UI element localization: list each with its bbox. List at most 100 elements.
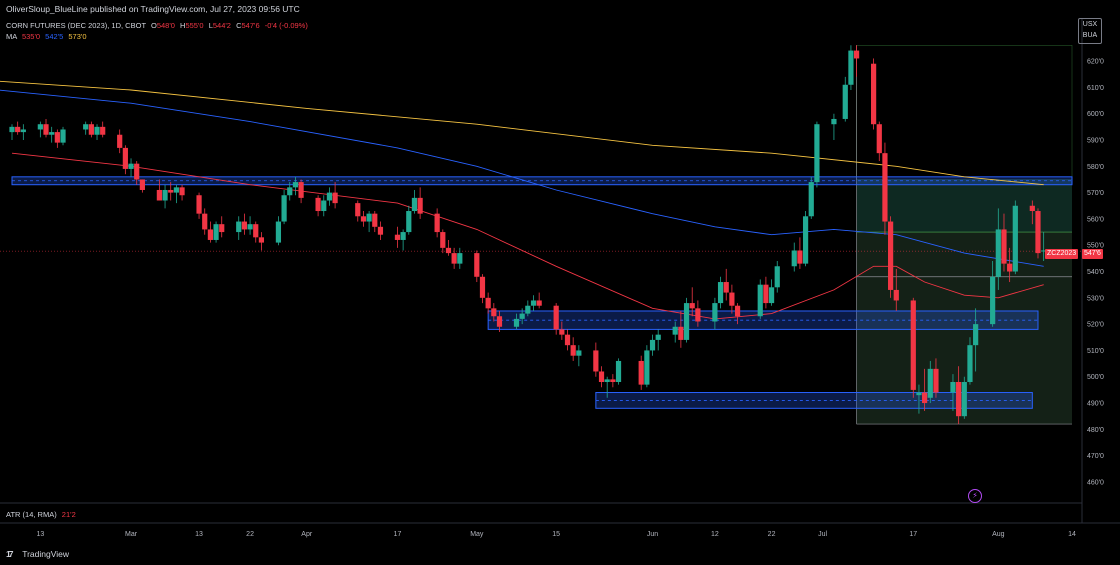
atr-legend[interactable]: ATR (14, RMA) 21'2 xyxy=(6,510,76,519)
candle-down xyxy=(43,124,49,135)
candle-down xyxy=(474,253,480,277)
candle-down xyxy=(134,163,140,180)
candle-down xyxy=(723,282,729,293)
lightning-icon[interactable]: ⚡ xyxy=(968,489,982,503)
candle-down xyxy=(536,300,542,306)
price-axis-label: 460'0 xyxy=(1087,479,1104,486)
candle-down xyxy=(610,379,616,382)
open-value: 548'0 xyxy=(156,21,175,30)
price-axis-label: 520'0 xyxy=(1087,322,1104,329)
candle-down xyxy=(593,350,599,372)
candle-up xyxy=(173,187,179,193)
tradingview-logo[interactable]: 17 TradingView xyxy=(6,549,69,559)
candle-down xyxy=(377,226,384,235)
change-value: -0'4 (-0.09%) xyxy=(264,21,308,30)
candle-down xyxy=(485,297,491,309)
price-axis-label: 560'0 xyxy=(1087,216,1104,223)
candle-down xyxy=(445,247,452,254)
candle-down xyxy=(451,253,457,264)
candle-down xyxy=(479,276,486,298)
candle-down xyxy=(394,234,401,240)
ma-legend[interactable]: MA 535'0 542'5 573'0 xyxy=(6,32,87,41)
candle-down xyxy=(1007,263,1013,272)
time-axis-label: Aug xyxy=(992,531,1005,538)
candle-down xyxy=(417,197,423,214)
candle-down xyxy=(372,213,378,227)
candle-up xyxy=(275,221,282,243)
ma-label: MA xyxy=(6,32,17,41)
candle-down xyxy=(922,392,928,404)
candle-up xyxy=(281,195,287,222)
currency-unit-button[interactable]: USX BUA xyxy=(1078,18,1102,44)
price-axis-label: 500'0 xyxy=(1087,374,1104,381)
candle-up xyxy=(60,129,66,143)
candle-down xyxy=(100,126,106,135)
candle-up xyxy=(400,232,406,240)
ma-value-red: 535'0 xyxy=(21,32,41,41)
candle-down xyxy=(882,153,888,222)
candle-down xyxy=(196,195,202,214)
price-axis-label: 530'0 xyxy=(1087,295,1104,302)
symbol-ohlc-legend: CORN FUTURES (DEC 2023), 1D, CBOT O548'0… xyxy=(6,21,308,30)
candle-down xyxy=(355,203,361,217)
candle-down xyxy=(559,329,565,335)
candle-down xyxy=(1035,211,1041,254)
candle-down xyxy=(360,216,367,222)
time-axis-label: 15 xyxy=(552,531,560,538)
candle-up xyxy=(411,197,418,212)
candle-down xyxy=(553,305,559,330)
candle-up xyxy=(94,126,100,135)
candle-up xyxy=(774,266,780,288)
time-axis-label: 13 xyxy=(195,531,203,538)
price-axis-label: 570'0 xyxy=(1087,190,1104,197)
candle-up xyxy=(287,187,293,196)
low-value: 544'2 xyxy=(212,21,231,30)
candle-up xyxy=(683,303,690,340)
candle-up xyxy=(1041,250,1047,252)
candle-up xyxy=(292,182,299,188)
projection-top-area xyxy=(856,45,1073,180)
price-axis-label: 490'0 xyxy=(1087,401,1104,408)
candle-up xyxy=(649,339,656,351)
candle-down xyxy=(876,124,882,154)
candle-up xyxy=(802,216,809,264)
time-axis-label: May xyxy=(470,531,484,538)
currency-line1: USX xyxy=(1082,21,1098,28)
price-axis-label: 480'0 xyxy=(1087,427,1104,434)
currency-line2: BUA xyxy=(1082,32,1098,39)
candle-up xyxy=(950,382,956,393)
candle-down xyxy=(763,284,769,304)
candle-up xyxy=(576,350,582,356)
atr-value: 21'2 xyxy=(61,510,76,519)
candle-up xyxy=(967,345,973,382)
price-axis-label: 540'0 xyxy=(1087,269,1104,276)
time-axis-label: Mar xyxy=(125,531,138,538)
candle-up xyxy=(366,213,372,222)
candle-down xyxy=(496,316,503,327)
candle-down xyxy=(202,213,208,230)
candle-down xyxy=(797,250,803,264)
candle-down xyxy=(564,334,571,346)
time-axis-label: Jun xyxy=(647,531,658,538)
time-axis-label: 13 xyxy=(36,531,44,538)
candle-up xyxy=(831,118,837,125)
candle-down xyxy=(440,232,446,248)
candle-down xyxy=(734,305,741,317)
symbol-price-tag: ZCZ2023 xyxy=(1045,249,1079,259)
candle-down xyxy=(729,292,735,306)
price-axis-label: 590'0 xyxy=(1087,138,1104,145)
low-label: L xyxy=(208,21,213,30)
candle-down xyxy=(298,182,304,198)
high-label: H xyxy=(180,21,186,30)
candle-up xyxy=(814,124,820,183)
candle-up xyxy=(791,250,797,267)
price-axis-label: 580'0 xyxy=(1087,164,1104,171)
candle-up xyxy=(655,334,661,340)
candle-up xyxy=(236,221,242,233)
price-axis-label: 510'0 xyxy=(1087,348,1104,355)
candle-up xyxy=(162,189,168,201)
candle-up xyxy=(973,324,979,346)
candle-up xyxy=(961,382,967,417)
candle-up xyxy=(615,360,622,382)
